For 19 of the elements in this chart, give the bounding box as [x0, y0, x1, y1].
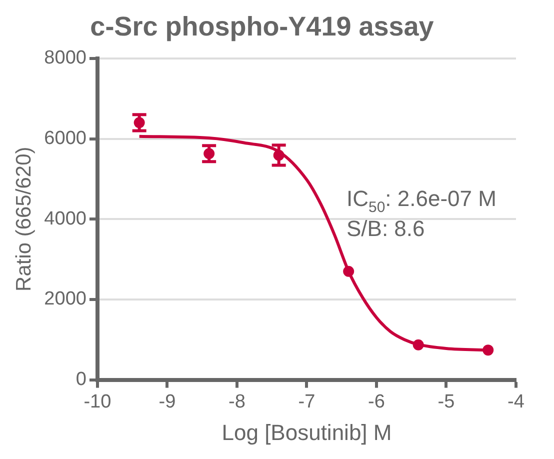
x-tick-label: -9	[158, 391, 176, 412]
x-tick-label: -7	[298, 391, 316, 412]
y-tick-label: 8000	[44, 48, 86, 69]
chart-title: c-Src phospho-Y419 assay	[90, 12, 434, 42]
x-tick-label: -6	[368, 391, 385, 412]
point	[412, 339, 424, 350]
x-tick-label: -5	[438, 391, 455, 412]
annotation: S/B: 8.6	[346, 216, 425, 242]
y-tick-label: 6000	[44, 128, 86, 149]
point	[482, 344, 494, 356]
y-tick-label: 0	[76, 369, 86, 390]
y-axis-title: Ratio (665/620)	[12, 146, 36, 292]
x-axis-title: Log [Bosutinib] M	[222, 420, 392, 445]
y-tick-label: 2000	[44, 288, 86, 310]
y-tick-label: 4000	[44, 208, 86, 230]
point	[343, 266, 354, 277]
x-tick-label: -10	[84, 391, 112, 412]
x-tick-label: -4	[508, 391, 525, 412]
x-tick-label: -8	[228, 391, 246, 412]
